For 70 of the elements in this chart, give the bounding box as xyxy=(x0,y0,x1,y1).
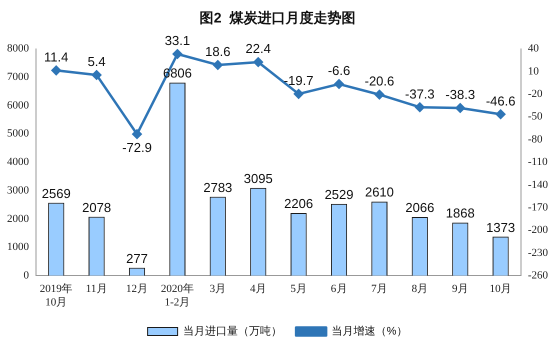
y2-tick-label: -110 xyxy=(528,156,548,168)
data-label: -6.6 xyxy=(328,63,350,78)
data-label: -20.6 xyxy=(364,74,394,89)
data-label: 18.6 xyxy=(205,44,230,60)
data-label: -37.3 xyxy=(405,86,435,102)
data-label: 2206 xyxy=(284,196,314,212)
y2-tick-label: 10 xyxy=(528,65,540,78)
point xyxy=(374,90,384,100)
y-tick-label: 2000 xyxy=(7,212,30,225)
data-label: 11.4 xyxy=(44,50,68,64)
data-label: 2078 xyxy=(82,200,112,215)
x-tick-label: 2019年 10月 xyxy=(40,283,73,308)
data-label: 2529 xyxy=(324,186,354,202)
y2-tick-label: -50 xyxy=(528,110,543,123)
y2-tick-label: -230 xyxy=(528,246,548,259)
x-tick-label: 5月 xyxy=(290,283,307,296)
point xyxy=(253,57,263,67)
y-tick-label: 6000 xyxy=(7,99,30,112)
x-tick-label: 12月 xyxy=(126,283,148,296)
data-label: 2610 xyxy=(364,184,394,200)
y-tick-label: 3000 xyxy=(7,184,30,196)
point xyxy=(496,110,506,120)
x-tick-label: 11月 xyxy=(86,283,108,296)
data-label: 2066 xyxy=(405,200,434,216)
data-label: -46.6 xyxy=(486,93,516,108)
chart-title: 图2 煤炭进口月度走势图 xyxy=(200,9,356,26)
point xyxy=(132,129,142,139)
x-tick-label: 7月 xyxy=(371,283,388,296)
y-tick-label: 1000 xyxy=(7,241,30,254)
data-label: 5.4 xyxy=(88,54,106,70)
point xyxy=(172,49,182,59)
x-tick-label: 8月 xyxy=(412,283,428,296)
point xyxy=(213,60,223,70)
legend-label: 当月增速（%） xyxy=(332,324,408,338)
data-label: 3095 xyxy=(244,170,273,186)
data-label: -38.3 xyxy=(445,87,476,102)
x-tick-label: 10月 xyxy=(490,283,512,296)
x-tick-label: 9月 xyxy=(452,283,468,296)
x-tick-label: 3月 xyxy=(210,283,226,296)
y-tick-label: 4000 xyxy=(7,156,30,168)
point xyxy=(92,70,102,80)
y2-tick-label: -200 xyxy=(528,224,548,236)
data-label: 33.1 xyxy=(164,33,190,48)
point xyxy=(334,79,344,89)
legend-label: 当月进口量（万吨） xyxy=(183,324,282,338)
y2-tick-label: -20 xyxy=(528,88,543,100)
y2-tick-label: -80 xyxy=(528,133,543,146)
data-label: 2569 xyxy=(42,186,71,201)
data-label: 22.4 xyxy=(246,41,271,56)
y2-tick-label: -140 xyxy=(528,178,548,191)
point xyxy=(455,103,465,113)
y2-tick-label: -170 xyxy=(528,201,548,214)
data-label: -72.9 xyxy=(122,140,152,156)
y-tick-label: 8000 xyxy=(7,42,30,55)
y-tick-label: 5000 xyxy=(7,128,30,140)
point xyxy=(294,89,304,99)
x-tick-label: 6月 xyxy=(330,283,348,296)
y2-tick-label: 40 xyxy=(528,42,540,55)
data-label: 2783 xyxy=(203,180,232,195)
point xyxy=(51,66,61,76)
y-tick-label: 7000 xyxy=(7,71,30,84)
point xyxy=(415,102,425,112)
data-label: 277 xyxy=(126,250,148,266)
data-label: 1373 xyxy=(486,220,516,235)
y-tick-label: 0 xyxy=(24,269,30,282)
x-tick-label: 4月 xyxy=(250,283,266,296)
y2-tick-label: -260 xyxy=(528,269,548,282)
x-tick-label: 2020年 1-2月 xyxy=(160,283,194,308)
data-label: -19.7 xyxy=(284,73,314,88)
data-label: 1868 xyxy=(446,206,475,221)
